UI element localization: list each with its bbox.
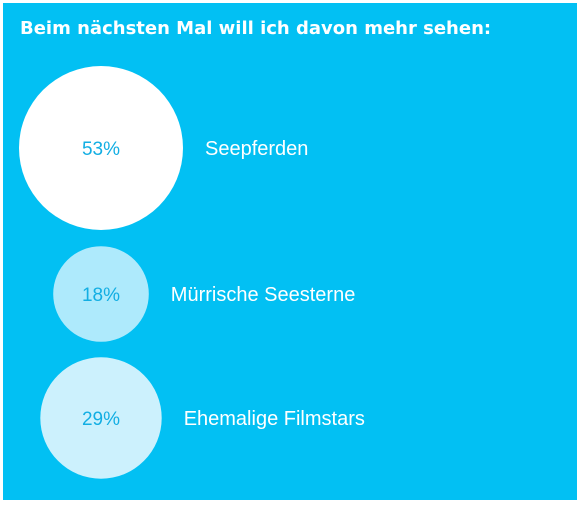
bubble-0 — [19, 66, 183, 230]
chart-title: Beim nächsten Mal will ich davon mehr se… — [20, 18, 492, 39]
bubble-chart: 53% Seepferden 18% Mürrische Seesterne 29% Eh… — [19, 66, 365, 479]
bubble-2 — [40, 357, 162, 479]
category-label-1: Mürrische Seesterne — [171, 284, 356, 306]
bubble-value-label-2: 29% — [82, 409, 120, 430]
category-label-0: Seepferden — [205, 138, 308, 160]
category-label-2: Ehemalige Filmstars — [184, 408, 365, 430]
poll-results-panel: Beim nächsten Mal will ich davon mehr se… — [3, 3, 577, 500]
bubble-value-label-0: 53% — [82, 139, 120, 160]
bubble-value-label-1: 18% — [82, 285, 120, 306]
bubble-1 — [53, 246, 149, 342]
